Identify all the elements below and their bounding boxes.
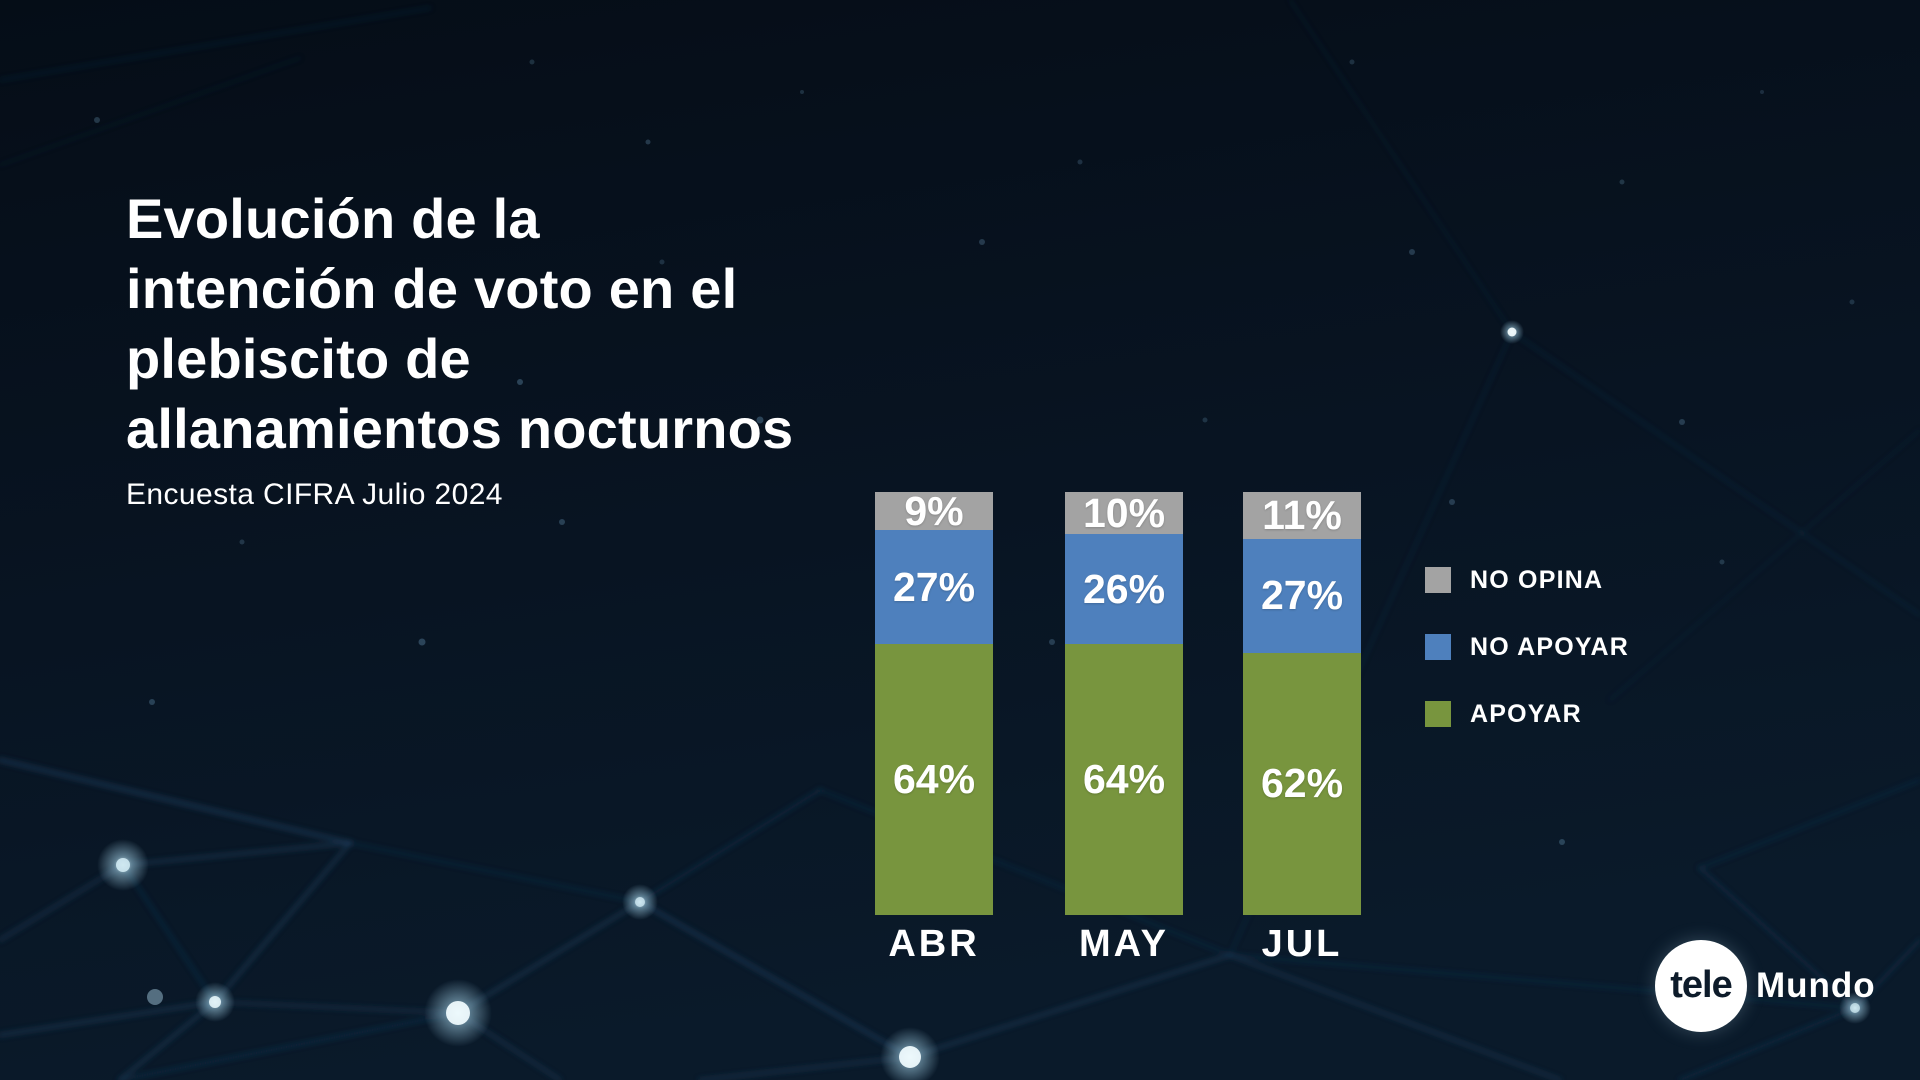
category-label-abr: ABR [888, 923, 980, 965]
legend-label-apoyar: APOYAR [1470, 699, 1582, 728]
chart-legend: NO OPINA NO APOYAR APOYAR [1425, 565, 1629, 728]
segment-value-label: 64% [892, 756, 976, 803]
legend-swatch-no-apoyar [1425, 634, 1451, 660]
segment-value-label: 9% [904, 487, 964, 534]
bar-segment-no-opina-may: 10% [1065, 489, 1183, 536]
legend-item-apoyar: APOYAR [1425, 699, 1629, 728]
bar-stack-abr: 9% 27% 64% [875, 487, 993, 915]
legend-label-no-apoyar: NO APOYAR [1470, 632, 1629, 661]
segment-value-label: 27% [1260, 572, 1344, 619]
telemundo-logo-circle-icon: tele [1655, 940, 1747, 1032]
bar-column-abr: 9% 27% 64% ABR [875, 487, 993, 966]
bar-segment-no-apoyar-may: 26% [1065, 534, 1183, 645]
bar-column-jul: 11% 27% 62% JUL [1243, 492, 1361, 966]
segment-value-label: 26% [1082, 565, 1166, 612]
segment-value-label: 10% [1082, 489, 1166, 536]
bar-segment-apoyar-may: 64% [1065, 644, 1183, 915]
bar-column-may: 10% 26% 64% MAY [1065, 492, 1183, 966]
bar-segment-no-opina-jul: 11% [1243, 492, 1361, 539]
survey-source-subtitle: Encuesta CIFRA Julio 2024 [126, 478, 503, 511]
bar-segment-no-apoyar-jul: 27% [1243, 538, 1361, 653]
telemundo-logo-circle-text: tele [1670, 963, 1732, 1006]
bar-stack-jul: 11% 27% 62% [1243, 492, 1361, 915]
telemundo-logo-wordmark: Mundo [1756, 966, 1876, 1005]
telemundo-logo: tele Mundo [1655, 940, 1876, 1032]
legend-item-no-opina: NO OPINA [1425, 565, 1629, 594]
legend-label-no-opina: NO OPINA [1470, 565, 1604, 594]
segment-value-label: 64% [1082, 756, 1166, 803]
page-title: Evolución de la intención de voto en el … [126, 186, 794, 460]
bar-segment-no-opina-abr: 9% [875, 487, 993, 534]
category-label-may: MAY [1079, 923, 1169, 965]
segment-value-label: 27% [892, 563, 976, 610]
bar-stack-may: 10% 26% 64% [1065, 492, 1183, 915]
legend-item-no-apoyar: NO APOYAR [1425, 632, 1629, 661]
segment-value-label: 62% [1260, 760, 1344, 807]
bar-segment-apoyar-abr: 64% [875, 644, 993, 915]
segment-value-label: 11% [1262, 491, 1342, 538]
legend-swatch-no-opina [1425, 567, 1451, 593]
bar-segment-apoyar-jul: 62% [1243, 652, 1361, 915]
legend-swatch-apoyar [1425, 701, 1451, 727]
category-label-jul: JUL [1261, 923, 1343, 965]
bar-segment-no-apoyar-abr: 27% [875, 530, 993, 645]
